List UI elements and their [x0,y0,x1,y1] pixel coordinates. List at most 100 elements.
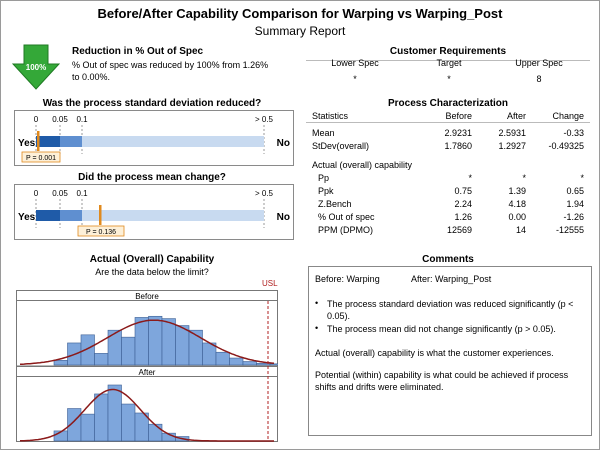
customer-requirements-heading: Customer Requirements [389,46,507,57]
row-mean-before: 2.9231 [444,128,472,138]
mean-tick-005: 0.05 [52,189,68,198]
customer-req-rule [306,60,590,61]
after-fit-curve [19,388,274,442]
comments-box: Before: Warping After: Warping_Post • Th… [308,266,592,436]
row-stdev-label: StDev(overall) [312,141,370,151]
after-bar [80,413,95,442]
row-ppk-change: 0.65 [566,186,584,196]
process-table-rule [306,122,590,123]
report-subtitle: Summary Report [254,24,346,38]
after-bar [107,384,122,442]
row-stdev-after: 1.2927 [498,141,526,151]
std-yes-label: Yes [18,138,36,149]
before-panel-label: Before [135,292,159,301]
row-zbench-after: 4.18 [508,199,526,209]
col-before: Before [445,111,472,121]
row-ppk-after: 1.39 [508,186,526,196]
arrow-label: 100% [26,63,46,72]
row-ppm-before: 12569 [446,225,472,235]
row-zbench-label: Z.Bench [318,199,352,209]
comment-bullet-1: The process standard deviation was reduc… [327,299,574,321]
std-zone-moderate [60,136,82,147]
process-characterization-heading: Process Characterization [387,98,509,109]
row-ppm-change: -12555 [555,225,584,235]
row-ppk-label: Ppk [318,186,334,196]
std-tick-0: 0 [34,115,39,124]
col-statistics: Statistics [312,111,349,121]
down-arrow-icon: 100% [12,44,60,90]
before-bar [121,336,136,366]
comment-bullet-dot-1: • [315,298,319,308]
std-zone-weak [82,136,264,147]
after-bar [148,423,163,442]
before-bar [229,357,244,366]
before-bar [269,363,278,366]
before-bar [175,325,190,366]
row-ppk-before: 0.75 [454,186,472,196]
after-panel-label: After [139,368,156,377]
mean-yes-label: Yes [18,212,36,223]
row-outofspec-after: 0.00 [508,212,526,222]
capability-histograms: Before After [16,290,278,442]
row-stdev-change: -0.49325 [548,141,584,151]
row-pp-after: * [522,173,526,183]
mean-zone-moderate [60,210,82,221]
actual-capability-subheading: Actual (overall) capability [312,160,413,170]
before-bar [94,353,109,366]
mean-tick-0: 0 [34,189,39,198]
before-bar [80,334,95,366]
before-bar [242,361,257,366]
row-outofspec-change: -1.26 [563,212,584,222]
row-stdev-before: 1.7860 [444,141,472,151]
before-fit-curve [19,319,275,366]
std-tick-005: 0.05 [52,115,68,124]
col-after: After [506,111,526,121]
reduction-text-1: % Out of spec was reduced by 100% from 1… [72,60,269,70]
row-zbench-change: 1.94 [566,199,584,209]
before-bar [148,315,163,366]
row-outofspec-before: 1.26 [454,212,472,222]
comments-heading: Comments [422,254,474,265]
upper-spec-value: 8 [536,74,542,84]
mean-test-question: Did the process mean change? [78,172,226,183]
mean-tick-01: 0.1 [76,189,88,198]
row-outofspec-label: % Out of spec [318,212,375,222]
std-tick-01: 0.1 [76,115,88,124]
row-pp-before: * [468,173,472,183]
after-bar [121,403,136,442]
col-change: Change [552,111,584,121]
before-bar [134,317,149,366]
comment-bullet-2: The process mean did not change signific… [327,324,556,334]
std-no-label: No [277,138,290,149]
target-value: * [447,74,451,84]
std-p-box [21,151,61,163]
row-ppm-after: 14 [515,225,526,235]
row-mean-label: Mean [312,128,335,138]
before-bar [161,318,176,366]
row-ppm-label: PPM (DPMO) [318,225,373,235]
target-header: Target [436,58,462,68]
row-pp-label: Pp [318,173,330,183]
mean-p-label: P = 0.136 [86,229,116,236]
std-zone-strong [36,136,60,147]
comment-after-label: After: Warping_Post [411,274,492,284]
std-test-panel: 0 0.05 0.1 > 0.5 Yes No P = 0.001 [14,110,294,166]
mean-tick-05: > 0.5 [255,189,274,198]
comment-para-1: Actual (overall) capability is what the … [315,348,554,358]
row-mean-after: 2.5931 [498,128,526,138]
after-bar [94,393,109,442]
comment-bullet-dot-2: • [315,323,319,333]
before-bars [53,315,278,366]
mean-no-label: No [277,212,290,223]
std-p-marker [37,131,40,151]
usl-label: USL [262,279,278,288]
comment-before-label: Before: Warping [315,274,380,284]
row-zbench-before: 2.24 [454,199,472,209]
upper-spec-header: Upper Spec [515,58,563,68]
row-pp-change: * [580,173,584,183]
reduction-heading: Reduction in % Out of Spec [72,46,204,57]
before-strip [16,290,278,301]
std-tick-05: > 0.5 [255,115,274,124]
before-bar [215,351,230,366]
mean-p-box [77,225,125,237]
